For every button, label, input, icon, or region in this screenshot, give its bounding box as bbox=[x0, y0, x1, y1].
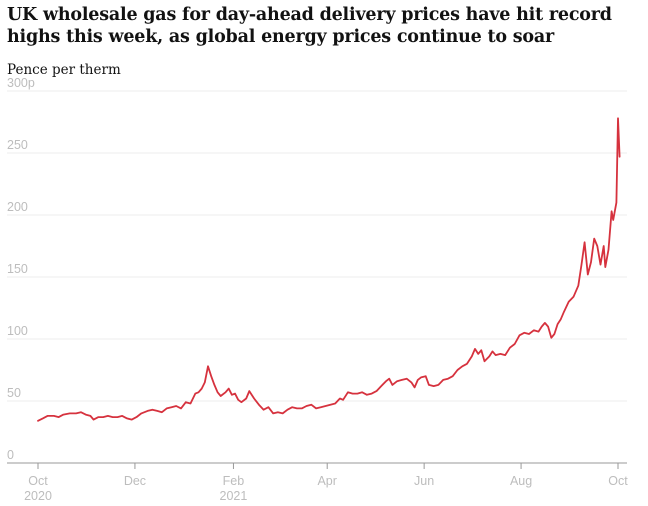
y-tick-label: 300p bbox=[7, 76, 35, 90]
y-tick-label: 100 bbox=[7, 324, 28, 338]
gas-price-line bbox=[37, 117, 621, 422]
gridlines bbox=[7, 90, 627, 464]
y-axis-ticks: 0 50 100 150 200 250 300p bbox=[7, 76, 35, 462]
x-tick-label: Aug bbox=[510, 474, 532, 488]
x-tick-label: Dec bbox=[124, 474, 146, 488]
x-tick-label: Jun bbox=[414, 474, 434, 488]
x-tick-label: Oct bbox=[28, 474, 48, 488]
series-lines bbox=[37, 117, 621, 422]
y-tick-label: 150 bbox=[7, 262, 28, 276]
x-tick-label: Apr bbox=[317, 474, 336, 488]
y-tick-label: 250 bbox=[7, 138, 28, 152]
y-axis-label: Pence per therm bbox=[7, 62, 121, 78]
y-tick-label: 50 bbox=[7, 386, 21, 400]
x-tick-label: Feb bbox=[223, 474, 245, 488]
y-tick-label: 0 bbox=[7, 448, 14, 462]
chart-title: UK wholesale gas for day-ahead delivery … bbox=[7, 5, 612, 47]
x-tick-year-label: 2021 bbox=[220, 489, 248, 503]
x-tick-label: Oct bbox=[608, 474, 628, 488]
x-tick-year-label: 2020 bbox=[24, 489, 52, 503]
y-tick-label: 200 bbox=[7, 200, 28, 214]
